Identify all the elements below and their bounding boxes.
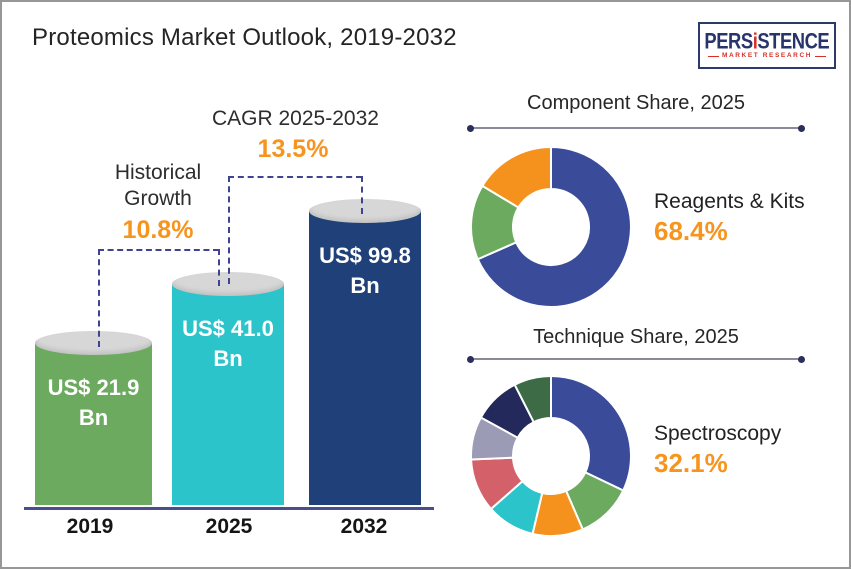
bar-2019-value: US$ 21.9 Bn — [35, 373, 152, 432]
x-axis-baseline — [24, 507, 434, 510]
dashed-connector-historical-left — [98, 249, 100, 347]
x-tick-2032: 2032 — [340, 515, 388, 538]
component-share-title: Component Share, 2025 — [527, 92, 745, 114]
annotation-historical-growth: Historical Growth 10.8% — [88, 160, 228, 245]
donut-segment-spectroscopy — [550, 374, 632, 492]
technique-share-callout-value: 32.1% — [654, 448, 728, 478]
component-share-callout-value: 68.4% — [654, 216, 728, 246]
dashed-connector-historical-right — [218, 249, 220, 286]
dashed-connector-cagr-right — [361, 176, 363, 214]
bar-2032: US$ 99.8 Bn — [309, 199, 421, 505]
technique-share-rule — [467, 356, 805, 363]
annotation-cagr: CAGR 2025-2032 13.5% — [212, 106, 379, 164]
annotation-historical-growth-label: Historical Growth — [114, 161, 202, 211]
x-tick-2019: 2019 — [66, 515, 114, 538]
bar-2032-value-text: US$ 99.8 — [319, 243, 411, 268]
bar-2019: US$ 21.9 Bn — [35, 331, 152, 505]
dashed-connector-historical-top — [98, 249, 219, 251]
technique-share-callout-label: Spectroscopy — [654, 422, 782, 445]
technique-share-donut — [469, 374, 633, 538]
brand-prefix: PERS — [704, 29, 754, 55]
donut-segment-reagents-kits — [476, 145, 632, 308]
annotation-cagr-value: 13.5% — [257, 135, 329, 164]
bar-2025-value: US$ 41.0 Bn — [172, 314, 284, 373]
bar-2019-value-text: US$ 21.9 — [47, 375, 140, 400]
donut-svg — [470, 145, 632, 308]
bar-2025-value-text: US$ 41.0 — [182, 316, 274, 341]
bar-2032-unit-text: Bn — [350, 272, 380, 298]
bar-2019-unit-text: Bn — [78, 404, 109, 430]
bar-2025-unit-text: Bn — [213, 345, 243, 371]
dashed-connector-cagr-left — [228, 176, 230, 284]
dashed-connector-cagr-top — [228, 176, 362, 178]
annotation-cagr-label: CAGR 2025-2032 — [212, 107, 379, 130]
component-share-rule — [467, 125, 805, 132]
component-share-donut — [469, 145, 633, 309]
component-share-callout-label: Reagents & Kits — [654, 190, 805, 213]
brand-dot-i: i — [752, 29, 758, 55]
technique-share-title: Technique Share, 2025 — [533, 326, 739, 348]
donut-segment-7 — [513, 374, 552, 424]
donut-svg — [470, 374, 632, 537]
bar-2025: US$ 41.0 Bn — [172, 272, 284, 505]
technique-share-callout: Spectroscopy 32.1% — [654, 422, 844, 479]
donut-segment-2 — [481, 145, 552, 209]
brand-logo-wordmark: PERSiSTENCE — [705, 31, 830, 53]
bar-2019-cap — [35, 331, 152, 355]
brand-logo: PERSiSTENCE MARKET RESEARCH — [698, 22, 836, 69]
page-title: Proteomics Market Outlook, 2019-2032 — [32, 24, 457, 51]
bar-2032-cap — [309, 199, 421, 223]
brand-suffix: STENCE — [757, 29, 830, 55]
brand-tagline: MARKET RESEARCH — [708, 52, 826, 60]
annotation-historical-growth-value: 10.8% — [122, 215, 194, 244]
component-share-callout: Reagents & Kits 68.4% — [654, 190, 844, 247]
x-tick-2025: 2025 — [205, 515, 253, 538]
bar-2032-value: US$ 99.8 Bn — [309, 241, 421, 300]
